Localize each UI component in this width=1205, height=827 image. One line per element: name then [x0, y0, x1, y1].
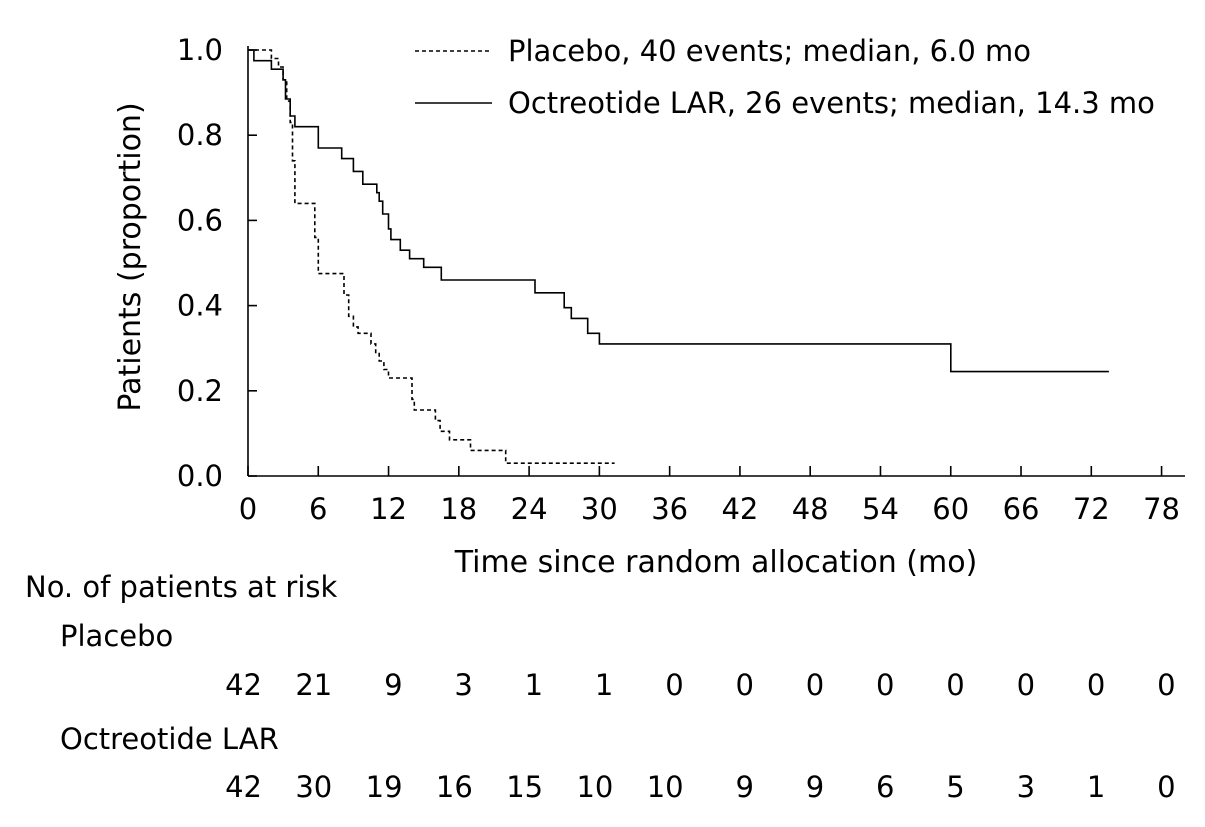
x-tick-label: 78: [1143, 492, 1180, 526]
risk-row-label-placebo: Placebo: [60, 619, 173, 653]
risk-value: 5: [946, 770, 964, 804]
legend: Placebo, 40 events; median, 6.0 mo Octre…: [415, 34, 1155, 120]
risk-value: 1: [595, 668, 613, 702]
risk-value: 0: [1157, 770, 1175, 804]
risk-row-placebo: 42 21 9 3 1 1 0 0 0 0 0 0 0 0: [225, 668, 1175, 702]
risk-value: 0: [1157, 668, 1175, 702]
y-tick-label: 1.0: [177, 33, 223, 67]
risk-value: 1: [525, 668, 543, 702]
risk-value: 0: [665, 668, 683, 702]
risk-value: 10: [576, 770, 613, 804]
legend-label-placebo: Placebo, 40 events; median, 6.0 mo: [508, 34, 1031, 68]
series-line-octreotide: [248, 49, 1109, 373]
risk-value: 0: [735, 668, 753, 702]
y-tick-label: 0.4: [177, 289, 223, 323]
y-tick-label: 0.0: [177, 459, 223, 493]
risk-value: 6: [876, 770, 894, 804]
x-tick-label: 18: [440, 492, 477, 526]
risk-value: 3: [454, 668, 472, 702]
risk-row-label-octreotide: Octreotide LAR: [60, 722, 279, 756]
risk-value: 19: [366, 770, 403, 804]
plot-area: [248, 49, 1109, 464]
risk-value: 30: [295, 770, 332, 804]
risk-value: 0: [1087, 668, 1105, 702]
x-axis-title: Time since random allocation (mo): [454, 545, 978, 580]
risk-row-octreotide: 42 30 19 16 15 10 10 9 9 6 5 3 1 0: [225, 770, 1175, 804]
risk-value: 21: [295, 668, 332, 702]
x-tick-label: 42: [721, 492, 758, 526]
risk-value: 3: [1017, 770, 1035, 804]
y-tick-label: 0.8: [177, 118, 223, 152]
legend-label-octreotide: Octreotide LAR, 26 events; median, 14.3 …: [508, 86, 1155, 120]
risk-value: 9: [735, 770, 753, 804]
risk-value: 16: [436, 770, 473, 804]
series-line-placebo: [248, 49, 615, 464]
x-tick-label: 54: [862, 492, 899, 526]
y-tick-label: 0.2: [177, 374, 223, 408]
risk-value: 15: [506, 770, 543, 804]
risk-table-header: No. of patients at risk: [25, 570, 338, 604]
risk-value: 42: [225, 668, 262, 702]
y-tick-label: 0.6: [177, 203, 223, 237]
risk-value: 1: [1087, 770, 1105, 804]
x-tick-label: 6: [309, 492, 327, 526]
risk-value: 0: [946, 668, 964, 702]
x-tick-label: 0: [239, 492, 257, 526]
x-tick-label: 36: [651, 492, 688, 526]
x-tick-label: 30: [581, 492, 618, 526]
x-tick-label: 48: [792, 492, 829, 526]
risk-value: 9: [384, 668, 402, 702]
risk-value: 0: [876, 668, 894, 702]
x-axis: 0 6 12 18 24 30 36 42 48 54 60 66 72 78: [239, 466, 1185, 526]
y-axis: 0.0 0.2 0.4 0.6 0.8 1.0: [177, 33, 257, 493]
x-tick-label: 24: [511, 492, 548, 526]
risk-value: 42: [225, 770, 262, 804]
y-axis-title: Patients (proportion): [113, 102, 148, 411]
x-tick-label: 12: [370, 492, 407, 526]
risk-value: 0: [806, 668, 824, 702]
x-tick-label: 72: [1073, 492, 1110, 526]
risk-value: 10: [647, 770, 684, 804]
risk-value: 9: [806, 770, 824, 804]
x-tick-label: 66: [1003, 492, 1040, 526]
risk-value: 0: [1017, 668, 1035, 702]
risk-table: No. of patients at risk Placebo 42 21 9 3 1 1…: [25, 570, 1176, 804]
x-tick-label: 60: [932, 492, 969, 526]
